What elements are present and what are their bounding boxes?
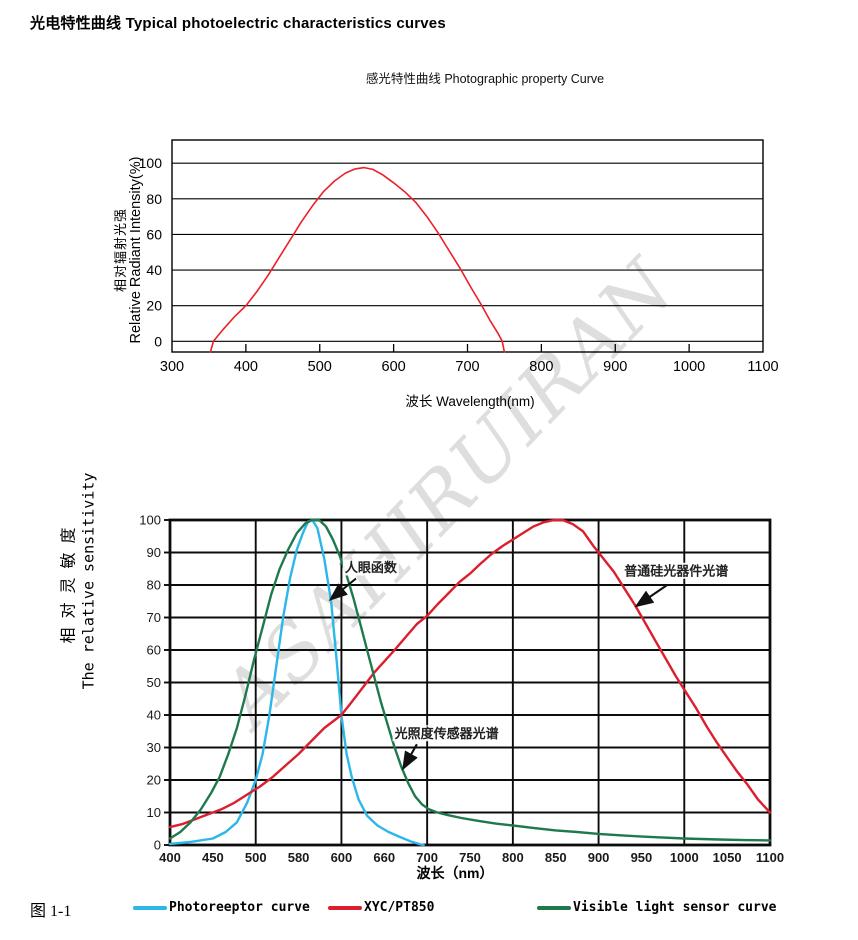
annotation: 人眼函数 (345, 560, 398, 575)
chart1-y-axis-label: 相对辐射光强 Relative Radiant Intensity(%) (113, 157, 145, 344)
chart2-y-axis-label: 相对灵敏度 The relative sensitivity (60, 473, 99, 690)
svg-text:1000: 1000 (673, 359, 705, 375)
svg-text:500: 500 (245, 850, 267, 865)
svg-text:750: 750 (459, 850, 481, 865)
svg-text:400: 400 (234, 359, 258, 375)
svg-text:500: 500 (308, 359, 332, 375)
photoreceptor-legend-label: Photoreeptor curve (169, 900, 310, 915)
svg-text:80: 80 (147, 578, 161, 593)
chart2-x-axis-label: 波长（nm） (416, 865, 494, 881)
svg-text:10: 10 (147, 805, 161, 820)
chart2-y-axis-label-en: The relative sensitivity (79, 472, 98, 690)
svg-text:100: 100 (139, 155, 163, 171)
xyc-pt850-legend-label: XYC/PT850 (364, 900, 435, 915)
svg-text:0: 0 (154, 333, 162, 349)
visible-light-sensor-legend-label: Visible light sensor curve (573, 900, 777, 915)
svg-text:0: 0 (154, 838, 161, 853)
xyc-pt850-legend-swatch (328, 905, 362, 910)
annotation: 光照度传感器光谱 (394, 726, 499, 741)
figure-label: 图 1-1 (30, 903, 72, 920)
svg-text:580: 580 (288, 850, 310, 865)
svg-text:660: 660 (373, 850, 395, 865)
svg-text:90: 90 (147, 545, 161, 560)
annotation: 普通硅光器件光谱 (624, 563, 728, 578)
relative-sensitivity-chart: 0 10 20 30 40 50 60 70 80 90 100 400 450 500 580 600 660… (139, 513, 784, 866)
svg-text:40: 40 (146, 262, 162, 278)
svg-text:1000: 1000 (670, 850, 699, 865)
svg-text:400: 400 (159, 850, 181, 865)
svg-text:600: 600 (382, 359, 406, 375)
svg-text:900: 900 (603, 359, 627, 375)
chart1-y-axis-label-cn: 相对辐射光强 (113, 207, 128, 293)
svg-text:700: 700 (455, 359, 479, 375)
visible-light-sensor-legend-swatch (537, 905, 571, 910)
page-title: 光电特性曲线 Typical photoelectric characteris… (30, 15, 446, 32)
svg-text:1050: 1050 (713, 850, 742, 865)
photographic-property-curve (209, 166, 506, 353)
svg-text:20: 20 (147, 773, 161, 788)
chart1-title: 感光特性曲线 Photographic property Curve (365, 72, 605, 86)
svg-text:950: 950 (631, 850, 653, 865)
chart1-x-axis-label: 波长 Wavelength(nm) (405, 394, 535, 409)
svg-text:100: 100 (139, 513, 161, 528)
svg-text:80: 80 (146, 191, 162, 207)
legend-item-photoreceptor: Photoreeptor curve (133, 900, 310, 915)
chart2-y-axis-label-cn: 相对灵敏度 (60, 518, 78, 644)
svg-text:30: 30 (147, 740, 161, 755)
svg-text:50: 50 (147, 675, 161, 690)
svg-text:60: 60 (147, 643, 161, 658)
svg-text:700: 700 (416, 850, 438, 865)
visible-light-sensor-curve (168, 518, 772, 842)
svg-text:1100: 1100 (756, 850, 784, 865)
svg-text:60: 60 (146, 226, 162, 242)
legend-item-visible-light-sensor: Visible light sensor curve (537, 900, 777, 915)
svg-text:800: 800 (502, 850, 524, 865)
svg-text:20: 20 (146, 298, 162, 314)
svg-text:40: 40 (147, 708, 161, 723)
svg-text:300: 300 (160, 359, 184, 375)
svg-text:850: 850 (545, 850, 567, 865)
photographic-property-chart: 0 20 40 60 80 100 300 400 500 600 700 800 900 1000 110… (139, 139, 779, 375)
svg-text:1100: 1100 (747, 359, 778, 375)
xyc-pt850-curve (168, 518, 772, 829)
photoreceptor-legend-swatch (133, 905, 167, 910)
chart1-y-axis-label-en: Relative Radiant Intensity(%) (128, 156, 144, 344)
svg-text:800: 800 (529, 359, 553, 375)
legend-row: 图 1-1 Photoreeptor curve XYC/PT850 Visib… (0, 897, 858, 920)
svg-text:900: 900 (588, 850, 610, 865)
svg-text:600: 600 (331, 850, 353, 865)
legend-item-xyc-pt850: XYC/PT850 (328, 900, 434, 915)
svg-text:450: 450 (202, 850, 224, 865)
svg-text:70: 70 (147, 610, 161, 625)
